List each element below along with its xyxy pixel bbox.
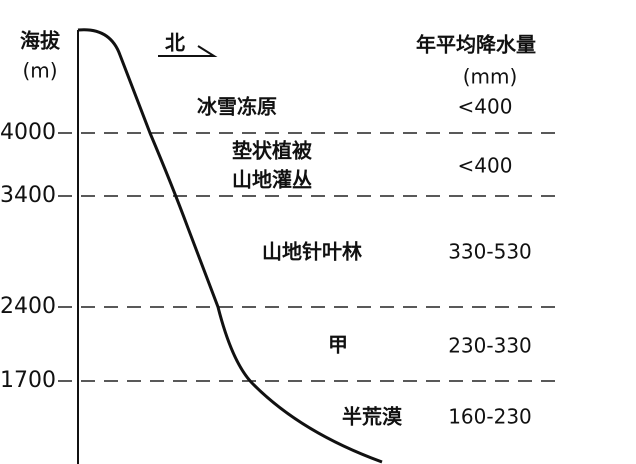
zone-name: 山地针叶林 <box>262 240 362 264</box>
axis-title: 海拔 <box>20 29 61 53</box>
zone-name: 半荒漠 <box>342 405 403 429</box>
tick-label: 4000 <box>0 120 56 145</box>
precip-unit: (mm) <box>463 65 518 89</box>
tick-label: 1700 <box>0 368 56 393</box>
zone-precip: 230-330 <box>448 334 532 358</box>
direction-arrow <box>158 45 218 57</box>
zone-name: 垫状植被 <box>232 139 313 163</box>
zone-precip: 330-530 <box>448 240 532 264</box>
zone-precip: <400 <box>458 95 513 119</box>
axis-unit: (m) <box>22 59 57 83</box>
precip-title: 年平均降水量 <box>416 33 536 57</box>
zone-precip: 160-230 <box>448 405 532 429</box>
zone-name: 山地灌丛 <box>232 168 312 192</box>
slope-profile <box>77 28 383 464</box>
tick-label: 3400 <box>0 183 56 208</box>
tick-label: 2400 <box>0 294 56 319</box>
zone-name: 甲 <box>328 333 348 357</box>
zone-name: 冰雪冻原 <box>197 95 277 119</box>
zone-precip: <400 <box>458 154 513 178</box>
direction-label: 北 <box>165 31 185 55</box>
